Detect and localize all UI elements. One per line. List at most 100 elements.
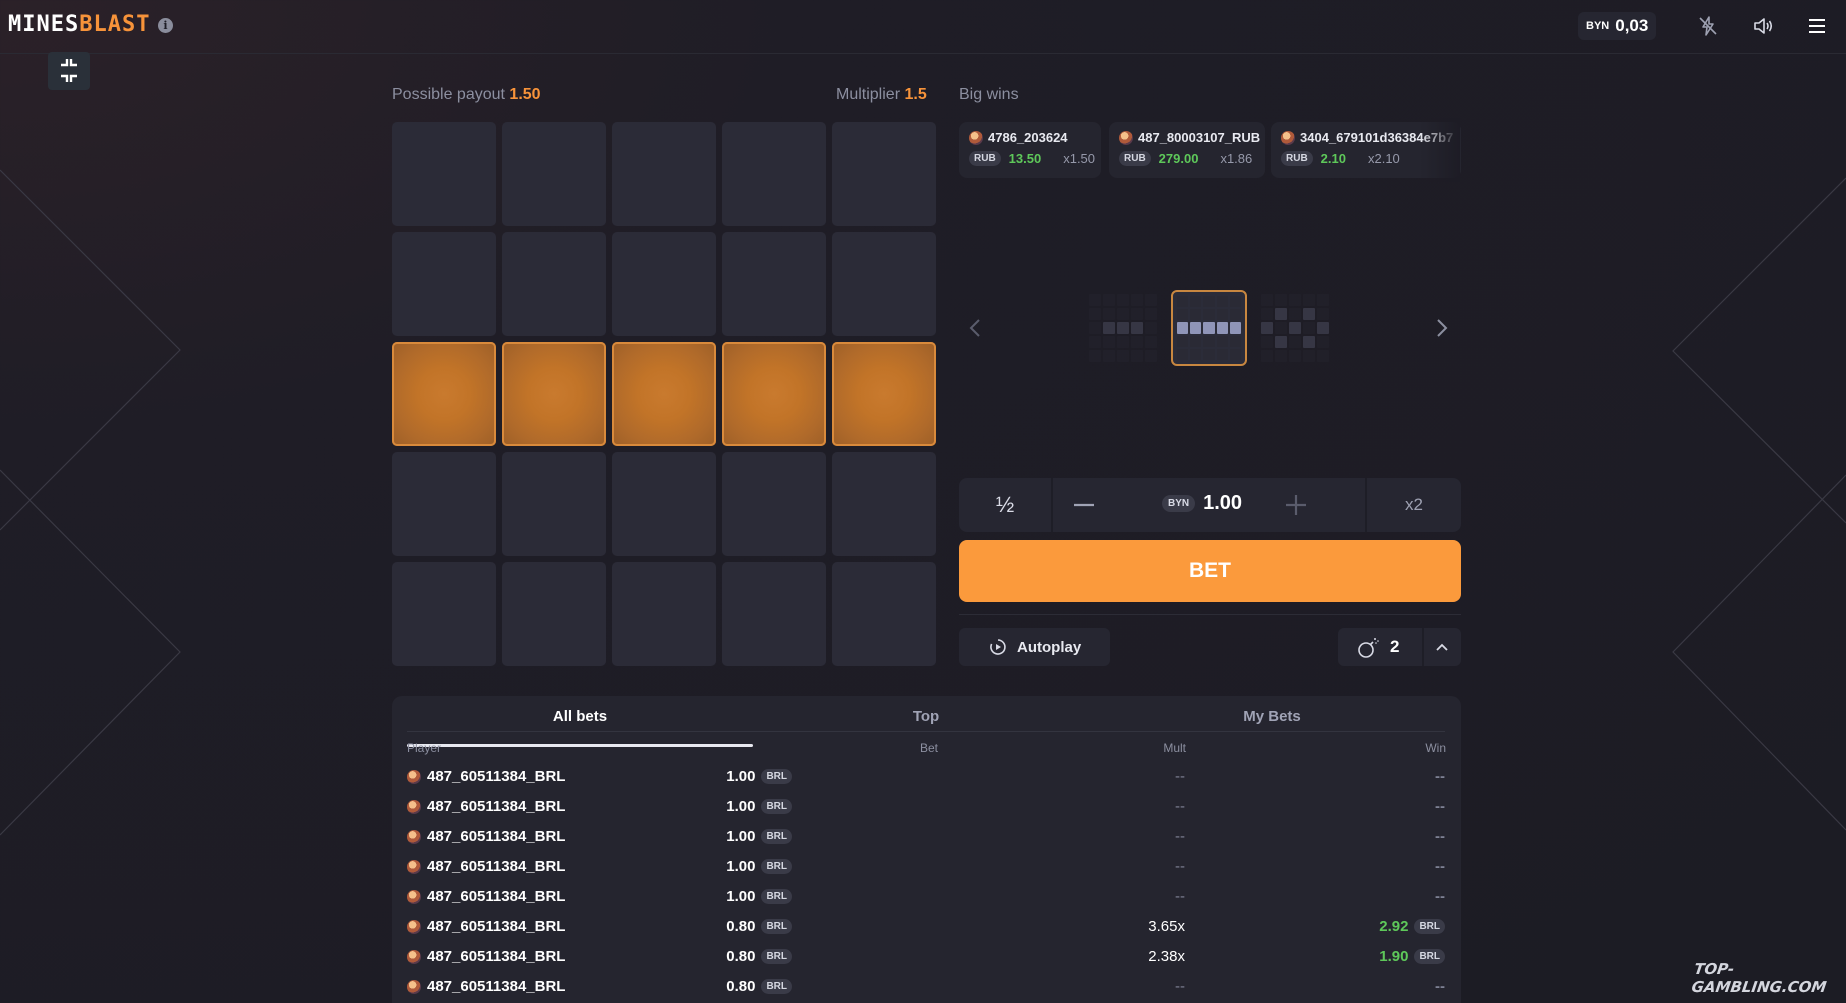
pattern-cell	[1145, 308, 1157, 320]
pattern-option-selected[interactable]	[1171, 290, 1247, 366]
player-name: 487_60511384_BRL	[427, 858, 566, 875]
pattern-cell	[1089, 294, 1101, 306]
table-row: 487_60511384_BRL 1.00 BRL -- --	[407, 792, 1445, 822]
autoplay-button[interactable]: Autoplay	[959, 628, 1110, 666]
grid-tile[interactable]	[392, 562, 496, 666]
mult-cell: --	[1175, 978, 1185, 995]
big-win-player: 4786_203624	[988, 130, 1068, 145]
grid-tile[interactable]	[392, 232, 496, 336]
tab-my-bets[interactable]: My Bets	[1243, 708, 1301, 725]
pattern-cell	[1190, 322, 1202, 334]
pattern-cell	[1289, 336, 1301, 348]
avatar	[407, 859, 421, 874]
player-cell: 487_60511384_BRL	[407, 768, 565, 785]
divider	[959, 614, 1461, 615]
grid-tile[interactable]	[832, 562, 936, 666]
avatar	[407, 919, 421, 934]
column-bet: Bet	[919, 741, 938, 755]
pattern-cell	[1131, 322, 1143, 334]
divider	[1422, 628, 1424, 666]
win-cell: 1.90 BRL	[1379, 948, 1445, 965]
menu-icon[interactable]	[1805, 14, 1829, 38]
pattern-cell	[1203, 309, 1215, 321]
info-icon[interactable]: i	[158, 18, 173, 33]
player-cell: 487_60511384_BRL	[407, 888, 565, 905]
grid-tile[interactable]	[612, 452, 716, 556]
grid-tile-selected[interactable]	[832, 342, 936, 446]
grid-tile[interactable]	[502, 452, 606, 556]
avatar	[969, 130, 983, 145]
pattern-cell	[1317, 294, 1329, 306]
bet-amount[interactable]: BYN 1.00	[1162, 492, 1242, 515]
mult-cell: 2.38x	[1148, 948, 1185, 965]
top-bar: MINESBLAST i BYN 0,03	[0, 0, 1846, 54]
pattern-option[interactable]	[1085, 290, 1161, 366]
bet-button[interactable]: BET	[959, 540, 1461, 602]
grid-tile[interactable]	[612, 232, 716, 336]
pattern-cell	[1317, 308, 1329, 320]
grid-tile[interactable]	[502, 562, 606, 666]
big-win-amount: 2.10	[1320, 151, 1346, 166]
win-cell: --	[1435, 828, 1445, 845]
tab-all-bets[interactable]: All bets	[552, 708, 608, 725]
grid-tile[interactable]	[612, 562, 716, 666]
pattern-cell	[1103, 350, 1115, 362]
grid-tile[interactable]	[502, 122, 606, 226]
big-win-multiplier: x1.86	[1220, 151, 1253, 166]
pattern-cell	[1303, 336, 1315, 348]
avatar	[407, 829, 421, 844]
pattern-cell	[1289, 308, 1301, 320]
grid-tile[interactable]	[832, 452, 936, 556]
bomb-icon	[1358, 638, 1379, 658]
sound-icon[interactable]	[1751, 14, 1775, 38]
mult-cell: --	[1175, 858, 1185, 875]
chevron-left-icon[interactable]	[965, 314, 985, 342]
pattern-cell	[1275, 294, 1287, 306]
grid-tile[interactable]	[832, 232, 936, 336]
tab-top[interactable]: Top	[912, 708, 940, 725]
mult-cell: --	[1175, 768, 1185, 785]
grid-tile[interactable]	[722, 562, 826, 666]
autoplay-icon	[990, 639, 1006, 655]
pattern-option[interactable]	[1257, 290, 1333, 366]
mines-count-selector[interactable]: 2	[1338, 628, 1461, 666]
pattern-cell	[1229, 335, 1241, 347]
player-name: 487_60511384_BRL	[427, 798, 566, 815]
grid-tile-selected[interactable]	[612, 342, 716, 446]
double-bet-button[interactable]: x2	[1365, 478, 1461, 532]
pattern-cell	[1317, 336, 1329, 348]
win-value: --	[1435, 978, 1445, 995]
plus-icon[interactable]	[1283, 492, 1309, 518]
pattern-cell	[1177, 335, 1189, 347]
minus-icon[interactable]	[1071, 492, 1097, 518]
pattern-cell	[1145, 322, 1157, 334]
grid-tile-selected[interactable]	[392, 342, 496, 446]
chevron-up-icon[interactable]	[1432, 637, 1452, 657]
multiplier: Multiplier 1.5	[836, 86, 927, 103]
pattern-cell	[1275, 336, 1287, 348]
grid-tile[interactable]	[832, 122, 936, 226]
half-bet-button[interactable]: ½	[959, 478, 1053, 532]
player-cell: 487_60511384_BRL	[407, 798, 565, 815]
bet-cell: 0.80 BRL	[726, 978, 792, 995]
grid-tile-selected[interactable]	[502, 342, 606, 446]
grid-tile[interactable]	[502, 232, 606, 336]
currency-badge: BRL	[761, 889, 792, 904]
grid-tile-selected[interactable]	[722, 342, 826, 446]
grid-tile[interactable]	[722, 452, 826, 556]
grid-tile[interactable]	[392, 122, 496, 226]
pattern-cell	[1117, 350, 1129, 362]
collapse-fullscreen-button[interactable]	[48, 52, 90, 90]
bet-amount-value: 1.00	[1203, 492, 1243, 514]
chevron-right-icon[interactable]	[1432, 314, 1452, 342]
player-cell: 487_60511384_BRL	[407, 828, 565, 845]
currency-badge: BRL	[761, 949, 792, 964]
grid-tile[interactable]	[722, 232, 826, 336]
grid-tile[interactable]	[722, 122, 826, 226]
turbo-off-icon[interactable]	[1696, 14, 1720, 38]
avatar	[407, 769, 421, 784]
grid-tile[interactable]	[392, 452, 496, 556]
grid-tile[interactable]	[612, 122, 716, 226]
collapse-icon	[61, 59, 77, 82]
pattern-cell	[1216, 348, 1228, 360]
